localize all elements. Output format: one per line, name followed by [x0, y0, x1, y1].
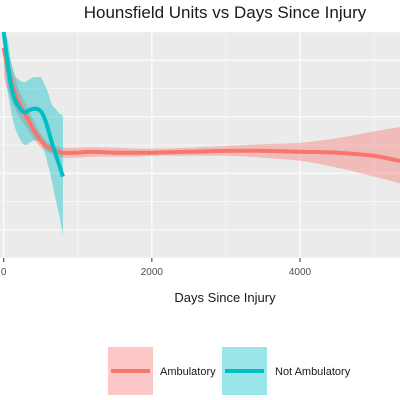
- confidence-ribbons: [3, 32, 400, 236]
- not-ambulatory-line: [1, 31, 65, 178]
- not-ambulatory-ribbon: [3, 32, 63, 236]
- grid-minor: [0, 31, 400, 259]
- legend-item-not-ambulatory: Not Ambulatory: [222, 347, 351, 395]
- legend: Ambulatory Not Ambulatory: [108, 347, 351, 395]
- ambulatory-ribbon: [3, 32, 400, 184]
- series-lines: [1, 31, 400, 178]
- legend-label: Not Ambulatory: [275, 366, 351, 378]
- legend-item-ambulatory: Ambulatory: [108, 347, 216, 395]
- grid-major: [0, 32, 400, 258]
- x-axis-title: Days Since Injury: [174, 290, 276, 305]
- x-axis: 0 2000 4000: [1, 258, 312, 278]
- x-tick-label: 4000: [289, 267, 312, 278]
- x-tick-label: 2000: [141, 267, 164, 278]
- chart-title: Hounsfield Units vs Days Since Injury: [84, 3, 367, 22]
- legend-label: Ambulatory: [160, 366, 216, 378]
- x-tick-label: 0: [1, 267, 7, 278]
- ambulatory-line: [1, 47, 400, 163]
